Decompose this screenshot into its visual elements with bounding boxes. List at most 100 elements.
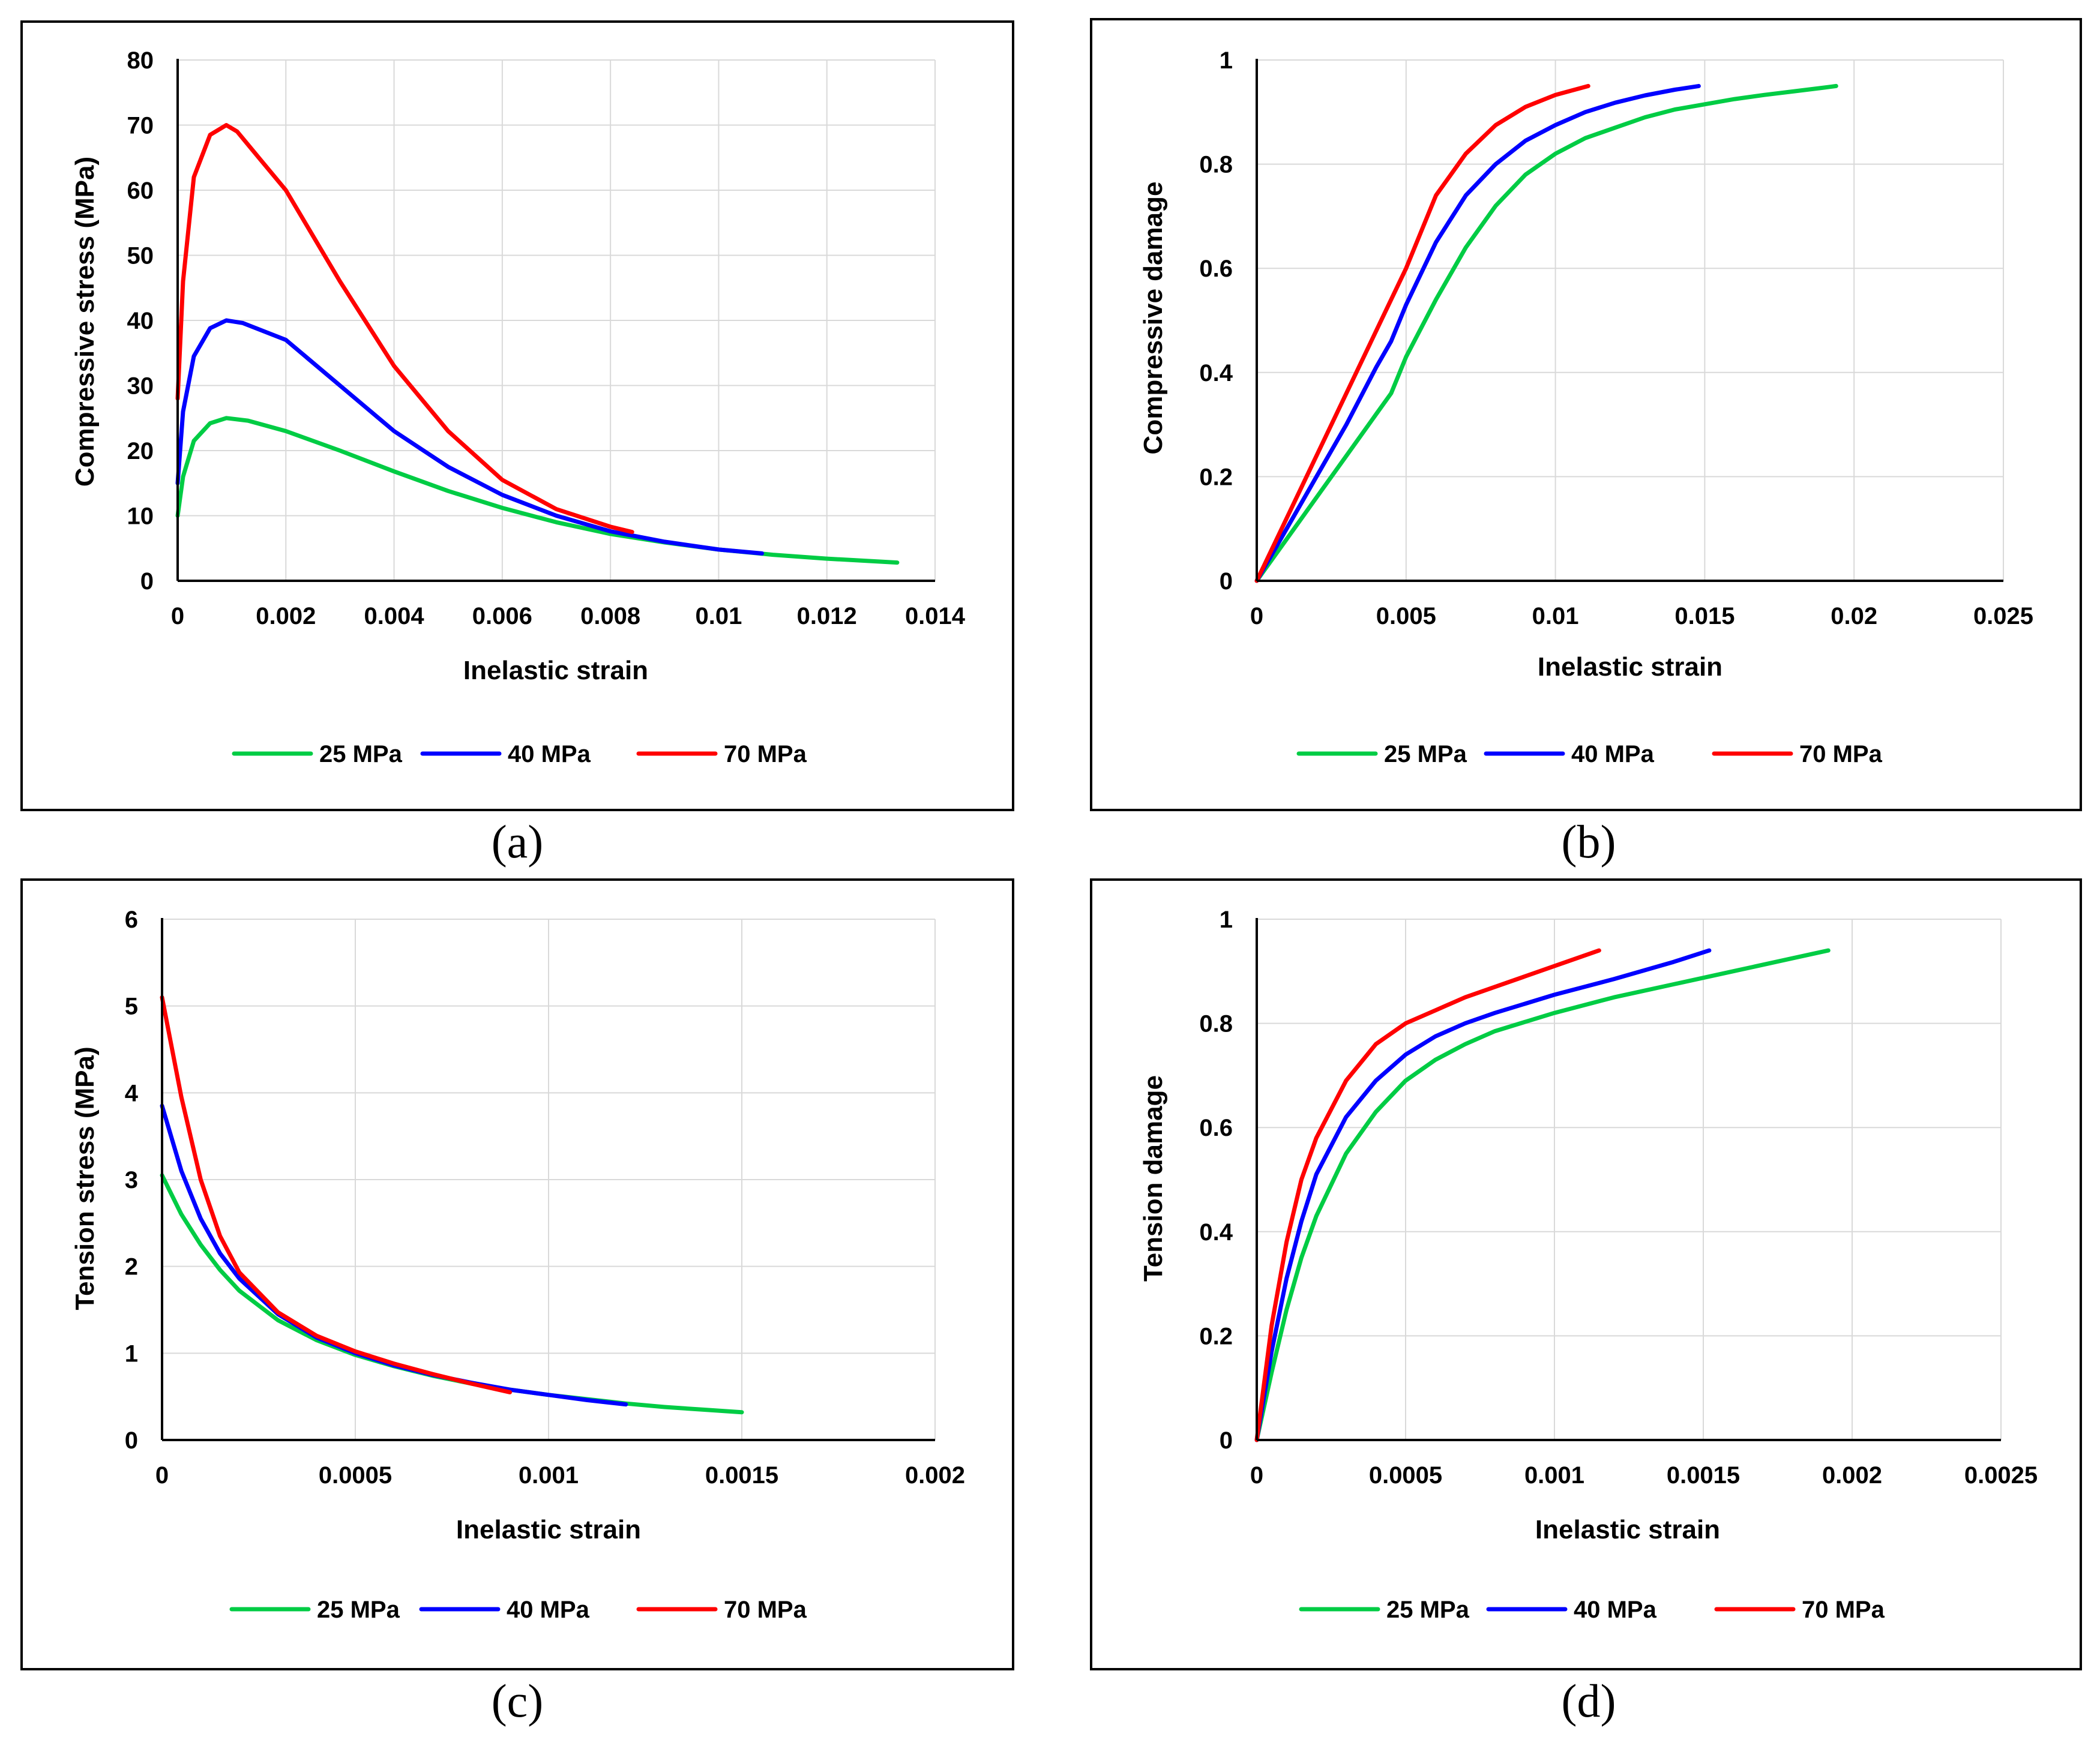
- legend-label-a-0: 25 MPa: [319, 741, 403, 767]
- ticks-c: 0 0.0005 0.001 0.0015 0.002 0 1 2 3 4 5 6: [125, 907, 965, 1489]
- x-tick-label-b-5: 0.025: [1973, 603, 2033, 629]
- y-tick-label-d-3: 0.6: [1199, 1115, 1233, 1141]
- series-line-d-40-mpa: [1254, 948, 1712, 1442]
- x-tick-label-b-4: 0.02: [1831, 603, 1877, 629]
- x-axis-title-a: Inelastic strain: [463, 656, 648, 685]
- y-tick-label-a-6: 60: [127, 178, 154, 204]
- chart-frame-d: [1090, 878, 2082, 1670]
- x-tick-label-b-2: 0.01: [1532, 603, 1579, 629]
- y-tick-label-c-1: 1: [125, 1340, 138, 1367]
- x-tick-label-c-0: 0: [155, 1462, 169, 1489]
- ticks-b: 0 0.005 0.01 0.015 0.02 0.025 0 0.2 0.4 0.6 0.8 1: [1199, 47, 2033, 629]
- grid-a: [178, 59, 936, 581]
- y-tick-label-a-7: 70: [127, 113, 154, 139]
- legend-label-a-1: 40 MPa: [508, 741, 591, 767]
- y-tick-label-b-5: 1: [1220, 47, 1233, 74]
- legend-label-d-1: 40 MPa: [1574, 1597, 1657, 1623]
- chart-panel-d: 0 0.0005 0.001 0.0015 0.002 0.0025 0 0.2 0.4 0.6 0…: [1090, 878, 2082, 1670]
- chart-frame-c: [20, 878, 1014, 1670]
- y-tick-label-d-1: 0.2: [1199, 1323, 1233, 1349]
- series-group-a: [175, 123, 900, 565]
- legend-a: 25 MPa 40 MPa 70 MPa: [232, 741, 807, 767]
- x-tick-label-d-3: 0.0015: [1667, 1462, 1740, 1489]
- series-group-d: [1254, 948, 1831, 1442]
- axes-b: [1256, 59, 2003, 582]
- x-tick-label-b-0: 0: [1250, 603, 1263, 629]
- chart-svg-b: 0 0.005 0.01 0.015 0.02 0.025 0 0.2 0.4 0.6 0.8 1 I…: [1090, 18, 2082, 811]
- chart-panel-b: 0 0.005 0.01 0.015 0.02 0.025 0 0.2 0.4 0.6 0.8 1 I…: [1090, 18, 2082, 811]
- y-tick-label-b-3: 0.6: [1199, 256, 1233, 282]
- chart-panel-c: 0 0.0005 0.001 0.0015 0.002 0 1 2 3 4 5 6 Inelastic…: [20, 878, 1014, 1670]
- series-group-c: [160, 995, 744, 1415]
- chart-svg-c: 0 0.0005 0.001 0.0015 0.002 0 1 2 3 4 5 6 Inelastic…: [20, 878, 1014, 1670]
- panel-caption-c: (c): [491, 1675, 544, 1727]
- axes-a: [176, 59, 935, 582]
- series-line-a-40-mpa: [175, 318, 764, 556]
- y-tick-label-c-6: 6: [125, 907, 138, 933]
- x-tick-label-a-2: 0.004: [364, 603, 425, 629]
- grid-d: [1257, 919, 2002, 1440]
- chart-panel-a: 0 0.002 0.004 0.006 0.008 0.01 0.012 0.014 0 10 20…: [20, 20, 1014, 811]
- series-line-d-70-mpa: [1254, 948, 1601, 1442]
- y-tick-label-a-8: 80: [127, 47, 154, 74]
- y-tick-label-a-4: 40: [127, 308, 154, 334]
- x-tick-label-a-5: 0.01: [695, 603, 742, 629]
- ticks-d: 0 0.0005 0.001 0.0015 0.002 0.0025 0 0.2 0.4 0.6 0…: [1199, 907, 2038, 1489]
- x-tick-label-d-1: 0.0005: [1369, 1462, 1442, 1489]
- legend-label-c-0: 25 MPa: [317, 1597, 400, 1623]
- chart-frame-a: [20, 20, 1014, 811]
- y-tick-label-a-5: 50: [127, 243, 154, 269]
- x-tick-label-c-1: 0.0005: [319, 1462, 392, 1489]
- axes-c: [161, 918, 935, 1441]
- x-tick-label-c-3: 0.0015: [705, 1462, 778, 1489]
- legend-label-a-2: 70 MPa: [724, 741, 807, 767]
- series-line-a-70-mpa: [175, 123, 634, 535]
- y-tick-label-a-3: 30: [127, 373, 154, 400]
- x-tick-label-d-2: 0.001: [1524, 1462, 1584, 1489]
- legend-label-b-0: 25 MPa: [1384, 741, 1467, 767]
- legend-label-b-2: 70 MPa: [1799, 741, 1883, 767]
- series-line-b-70-mpa: [1254, 83, 1590, 583]
- legend-b: 25 MPa 40 MPa 70 MPa: [1296, 741, 1883, 767]
- y-tick-label-c-3: 3: [125, 1167, 138, 1193]
- x-tick-label-b-1: 0.005: [1376, 603, 1436, 629]
- y-tick-label-d-5: 1: [1220, 907, 1233, 933]
- x-tick-label-d-5: 0.0025: [1964, 1462, 2038, 1489]
- y-tick-label-a-0: 0: [140, 568, 154, 595]
- y-axis-title-a: Compressive stress (MPa): [70, 157, 100, 487]
- x-tick-label-a-4: 0.008: [580, 603, 640, 629]
- x-axis-title-d: Inelastic strain: [1535, 1515, 1720, 1544]
- legend-d: 25 MPa 40 MPa 70 MPa: [1299, 1597, 1885, 1623]
- y-tick-label-a-2: 20: [127, 438, 154, 464]
- x-tick-label-a-7: 0.014: [905, 603, 966, 629]
- y-axis-title-b: Compressive damage: [1139, 182, 1168, 455]
- legend-label-d-2: 70 MPa: [1802, 1597, 1885, 1623]
- y-tick-label-b-2: 0.4: [1199, 360, 1233, 386]
- x-axis-title-b: Inelastic strain: [1538, 652, 1722, 682]
- y-tick-label-d-4: 0.8: [1199, 1011, 1233, 1037]
- grid-b: [1257, 59, 2004, 581]
- ticks-a: 0 0.002 0.004 0.006 0.008 0.01 0.012 0.014 0 10 20…: [127, 47, 966, 629]
- y-tick-label-c-0: 0: [125, 1427, 138, 1454]
- series-line-b-25-mpa: [1254, 83, 1838, 583]
- y-tick-label-a-1: 10: [127, 503, 154, 530]
- axes-d: [1256, 918, 2001, 1441]
- y-tick-label-b-1: 0.2: [1199, 464, 1233, 490]
- x-tick-label-b-3: 0.015: [1674, 603, 1734, 629]
- series-line-d-25-mpa: [1254, 948, 1831, 1442]
- y-tick-label-b-0: 0: [1220, 568, 1233, 595]
- legend-label-d-0: 25 MPa: [1386, 1597, 1470, 1623]
- x-tick-label-a-6: 0.012: [797, 603, 857, 629]
- x-tick-label-c-4: 0.002: [905, 1462, 965, 1489]
- y-tick-label-c-2: 2: [125, 1254, 138, 1280]
- chart-svg-d: 0 0.0005 0.001 0.0015 0.002 0.0025 0 0.2 0.4 0.6 0…: [1090, 878, 2082, 1670]
- x-tick-label-c-2: 0.001: [519, 1462, 579, 1489]
- y-tick-label-d-2: 0.4: [1199, 1219, 1233, 1246]
- y-tick-label-c-5: 5: [125, 994, 138, 1020]
- x-axis-title-c: Inelastic strain: [456, 1515, 641, 1544]
- series-line-b-40-mpa: [1254, 83, 1701, 583]
- chart-svg-a: 0 0.002 0.004 0.006 0.008 0.01 0.012 0.014 0 10 20…: [20, 20, 1014, 811]
- series-group-b: [1254, 83, 1838, 583]
- y-axis-title-c: Tension stress (MPa): [70, 1046, 100, 1310]
- x-tick-label-a-0: 0: [171, 603, 184, 629]
